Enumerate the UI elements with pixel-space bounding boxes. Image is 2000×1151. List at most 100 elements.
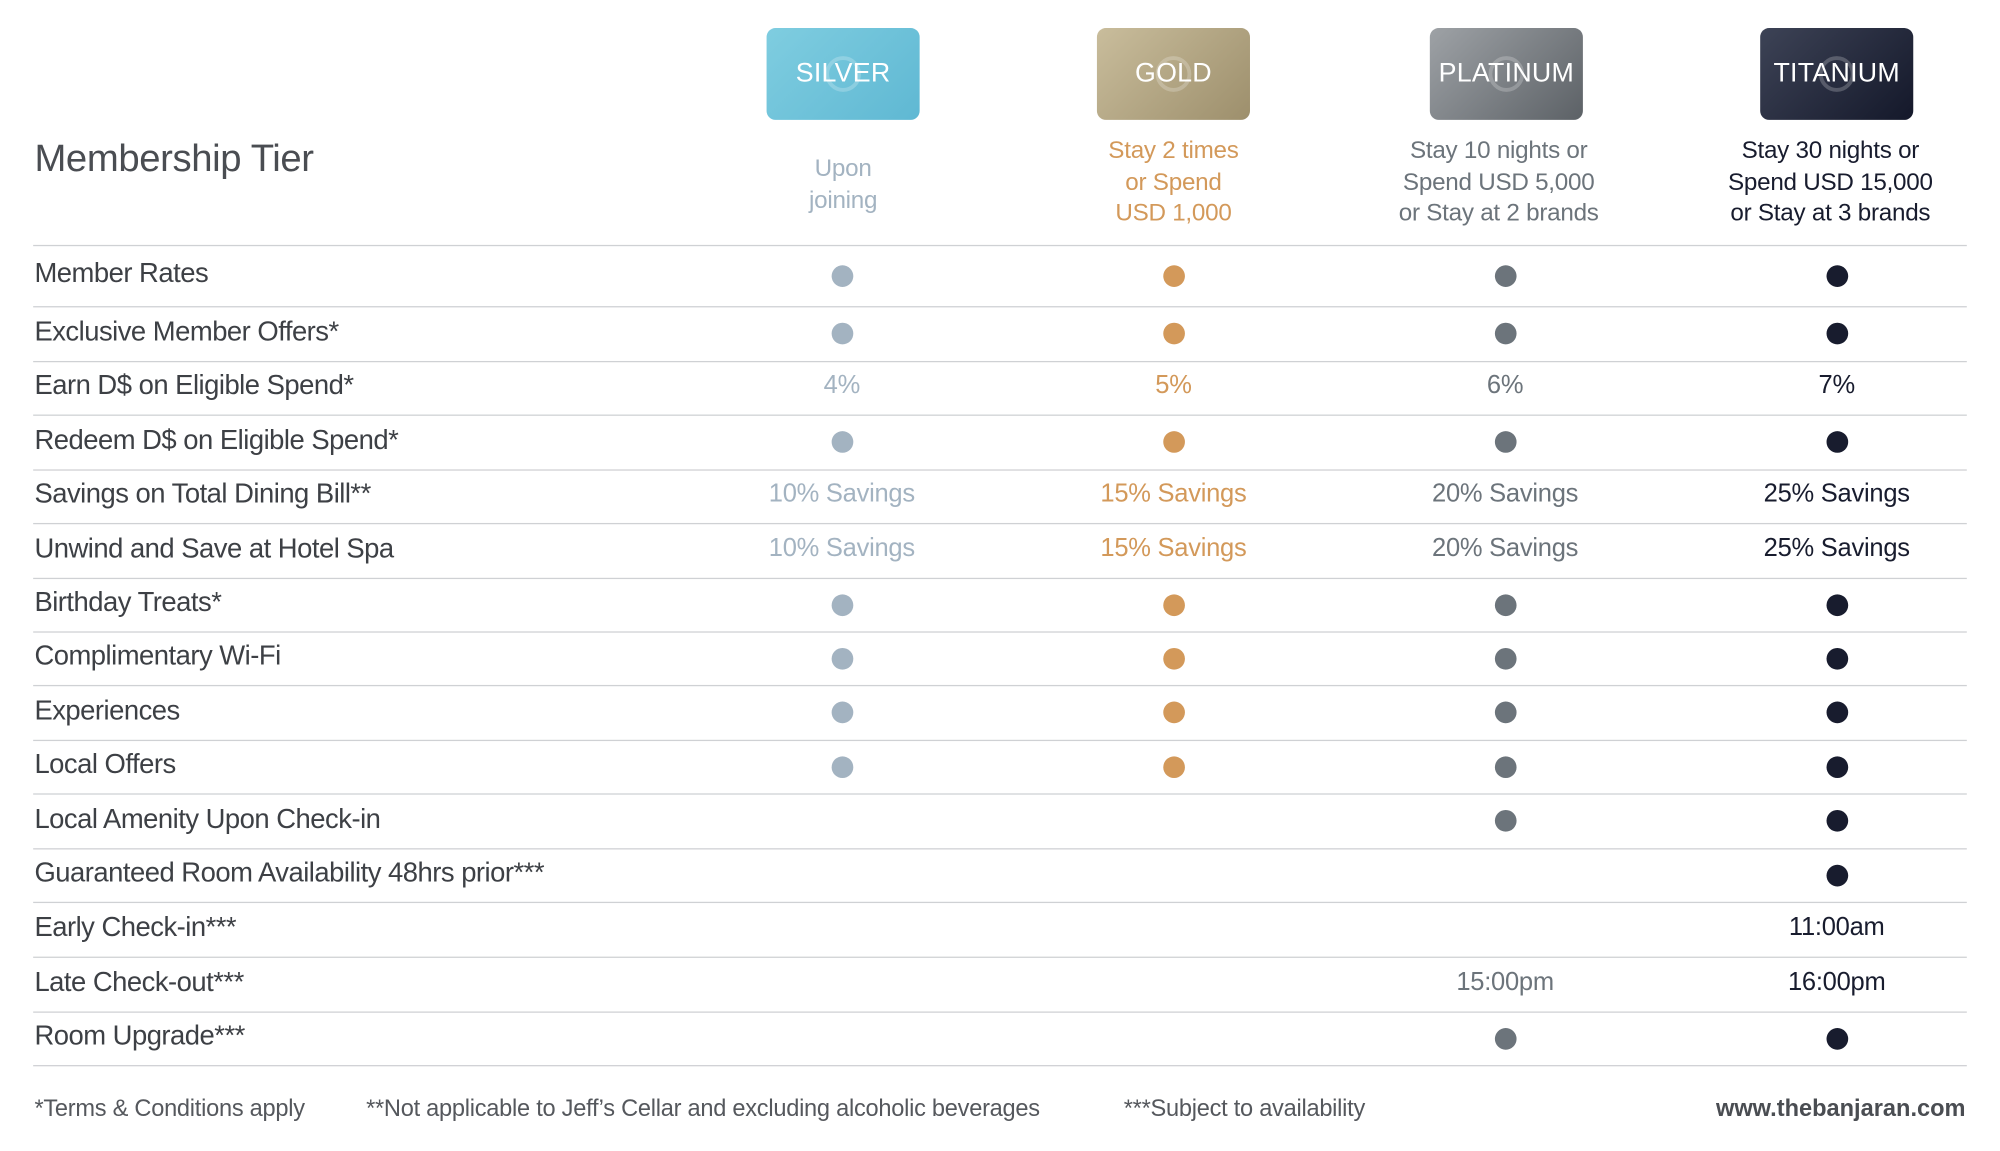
- gold-included-icon: [1162, 755, 1185, 778]
- titanium-included-icon: [1825, 864, 1848, 886]
- website-link[interactable]: www.thebanjaran.com: [1715, 1094, 1966, 1122]
- row-divider: [33, 901, 1967, 904]
- titanium-benefit-value: 25% Savings: [1763, 479, 1910, 508]
- brand-logo-icon: [825, 56, 861, 92]
- tier-name: SILVER: [795, 58, 891, 89]
- row-divider: [33, 360, 1967, 363]
- benefit-label: Member Rates: [34, 257, 209, 289]
- titanium-requirement: Stay 30 nights or Spend USD 15,000 or St…: [1727, 137, 1933, 228]
- footnote-availability: ***Subject to availability: [1123, 1094, 1366, 1122]
- silver-included-icon: [830, 593, 853, 616]
- gold-requirement: Stay 2 times or Spend USD 1,000: [1108, 137, 1239, 228]
- gold-included-icon: [1162, 322, 1185, 345]
- platinum-included-icon: [1494, 264, 1516, 287]
- footnote-terms: *Terms & Conditions apply: [34, 1094, 305, 1122]
- benefit-label: Earn D$ on Eligible Spend*: [34, 369, 354, 401]
- silver-tier-card: SILVER: [766, 28, 920, 120]
- platinum-included-icon: [1494, 647, 1516, 669]
- benefit-label: Late Check-out***: [34, 966, 244, 997]
- benefit-label: Savings on Total Dining Bill**: [34, 478, 371, 509]
- row-divider: [33, 956, 1967, 958]
- platinum-benefit-value: 6%: [1486, 371, 1524, 400]
- benefit-label: Complimentary Wi-Fi: [34, 640, 281, 671]
- benefit-label: Unwind and Save at Hotel Spa: [34, 532, 394, 564]
- tier-name: TITANIUM: [1773, 58, 1900, 89]
- gold-included-icon: [1162, 264, 1185, 287]
- titanium-benefit-value: 25% Savings: [1763, 533, 1910, 562]
- brand-logo-icon: [1488, 56, 1525, 92]
- platinum-included-icon: [1494, 701, 1516, 724]
- platinum-included-icon: [1494, 1027, 1516, 1050]
- platinum-requirement: Stay 10 nights or Spend USD 5,000 or Sta…: [1398, 137, 1599, 228]
- row-divider: [33, 631, 1967, 633]
- row-divider: [33, 306, 1967, 308]
- row-divider: [33, 577, 1967, 580]
- titanium-tier-card: TITANIUM: [1760, 28, 1914, 120]
- row-divider: [33, 522, 1967, 525]
- row-divider: [33, 244, 1967, 247]
- titanium-included-icon: [1825, 701, 1848, 724]
- platinum-included-icon: [1494, 593, 1516, 616]
- silver-benefit-value: 10% Savings: [768, 479, 915, 508]
- platinum-tier-card: PLATINUM: [1429, 28, 1583, 120]
- titanium-benefit-value: 11:00am: [1788, 912, 1885, 941]
- platinum-benefit-value: 20% Savings: [1432, 533, 1579, 562]
- gold-included-icon: [1162, 593, 1185, 616]
- footnote-dining: **Not applicable to Jeff’s Cellar and ex…: [366, 1094, 1040, 1122]
- row-divider: [33, 739, 1967, 742]
- gold-included-icon: [1162, 431, 1185, 453]
- benefit-label: Guaranteed Room Availability 48hrs prior…: [34, 857, 545, 888]
- gold-tier-card: GOLD: [1096, 28, 1250, 120]
- benefit-label: Exclusive Member Offers*: [34, 315, 339, 347]
- silver-included-icon: [830, 322, 853, 345]
- gold-benefit-value: 15% Savings: [1100, 533, 1247, 562]
- platinum-benefit-value: 20% Savings: [1432, 479, 1579, 508]
- titanium-included-icon: [1825, 431, 1848, 453]
- tier-name: PLATINUM: [1438, 58, 1575, 89]
- row-divider: [33, 684, 1967, 687]
- benefit-label: Room Upgrade***: [34, 1020, 245, 1052]
- brand-logo-icon: [1155, 56, 1192, 92]
- benefit-label: Experiences: [34, 694, 180, 726]
- titanium-included-icon: [1825, 755, 1848, 778]
- silver-benefit-value: 4%: [823, 371, 861, 400]
- benefit-label: Redeem D$ on Eligible Spend*: [34, 424, 399, 455]
- platinum-included-icon: [1494, 431, 1516, 453]
- benefit-label: Early Check-in***: [34, 911, 237, 942]
- tier-name: GOLD: [1134, 58, 1212, 89]
- silver-included-icon: [830, 647, 853, 669]
- titanium-included-icon: [1825, 647, 1848, 669]
- gold-included-icon: [1162, 701, 1185, 724]
- row-divider: [33, 848, 1967, 850]
- titanium-included-icon: [1825, 322, 1848, 345]
- titanium-included-icon: [1825, 1027, 1848, 1050]
- row-divider: [33, 1011, 1967, 1013]
- platinum-included-icon: [1494, 755, 1516, 778]
- benefit-label: Local Amenity Upon Check-in: [34, 802, 381, 834]
- brand-logo-icon: [1818, 56, 1855, 92]
- benefit-label: Birthday Treats*: [34, 586, 222, 618]
- platinum-included-icon: [1494, 809, 1516, 832]
- row-divider: [33, 793, 1967, 795]
- platinum-benefit-value: 15:00pm: [1456, 967, 1554, 996]
- row-divider: [33, 414, 1967, 416]
- titanium-benefit-value: 7%: [1818, 371, 1856, 400]
- benefit-label: Local Offers: [34, 748, 176, 780]
- silver-included-icon: [830, 264, 853, 287]
- page-title: Membership Tier: [34, 137, 314, 180]
- platinum-included-icon: [1494, 322, 1516, 345]
- titanium-benefit-value: 16:00pm: [1787, 967, 1886, 996]
- silver-included-icon: [830, 755, 853, 778]
- row-divider: [33, 469, 1967, 471]
- gold-included-icon: [1162, 647, 1185, 669]
- silver-included-icon: [830, 701, 853, 724]
- silver-included-icon: [830, 431, 853, 453]
- titanium-included-icon: [1825, 809, 1848, 832]
- titanium-included-icon: [1825, 593, 1848, 616]
- titanium-included-icon: [1825, 264, 1848, 287]
- gold-benefit-value: 5%: [1155, 371, 1192, 400]
- gold-benefit-value: 15% Savings: [1100, 479, 1247, 508]
- row-divider: [33, 1065, 1967, 1067]
- silver-requirement: Upon joining: [808, 155, 878, 214]
